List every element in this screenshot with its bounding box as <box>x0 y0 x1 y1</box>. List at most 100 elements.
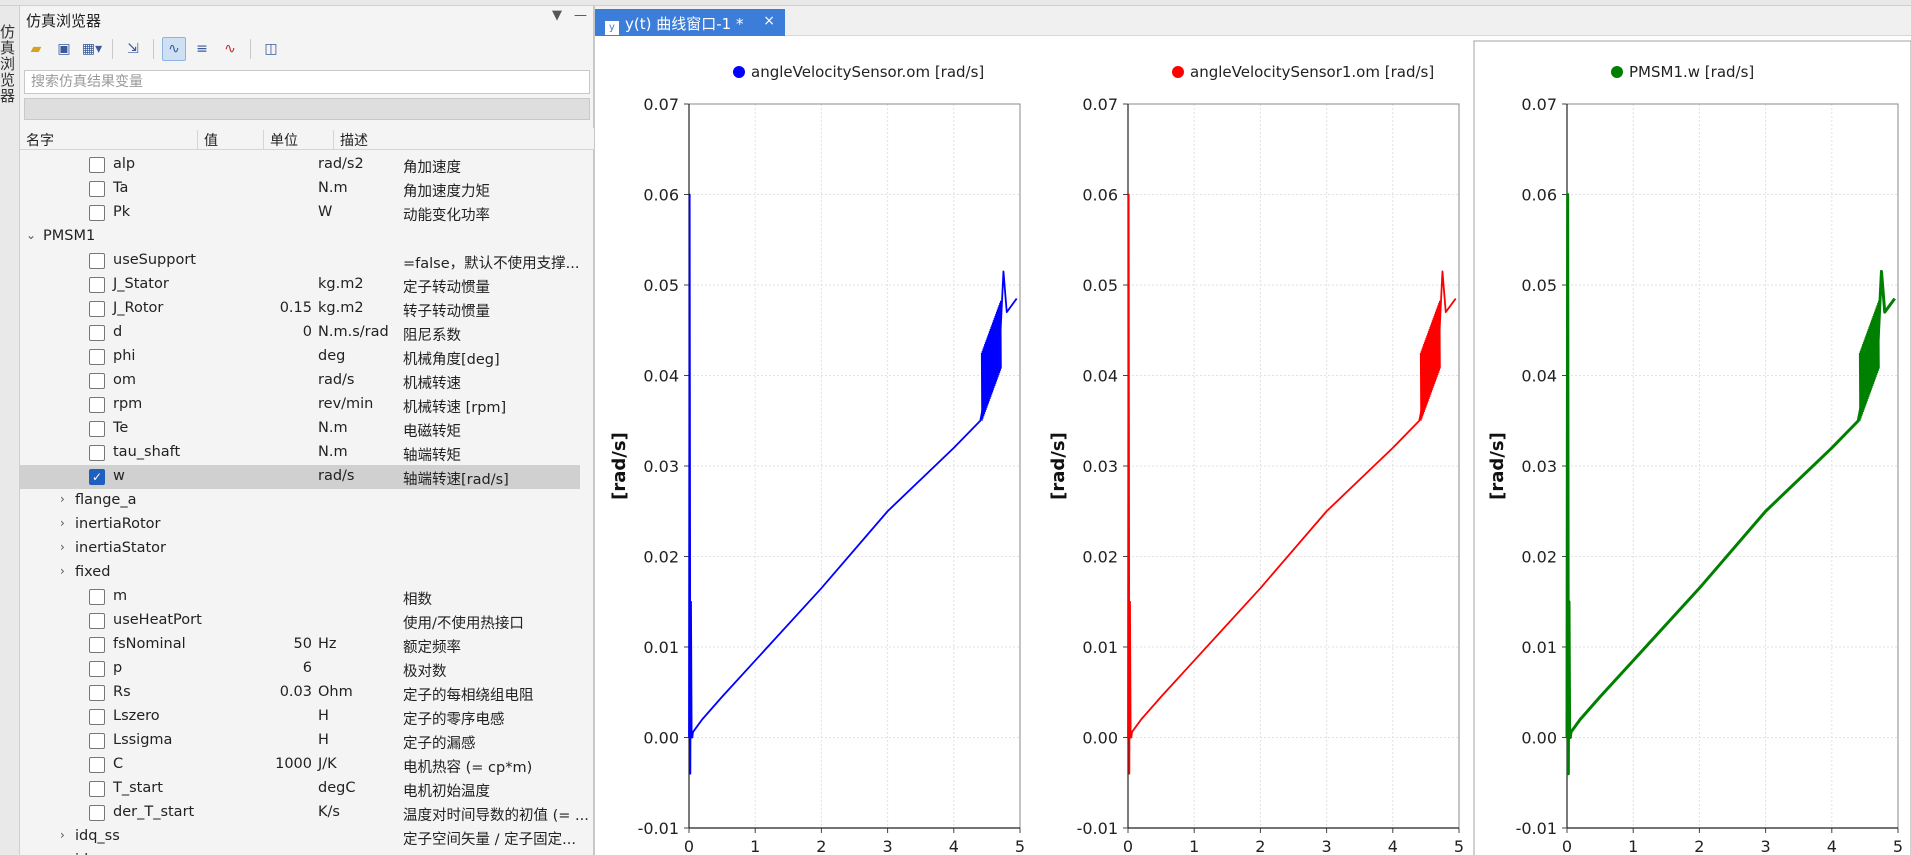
tree-row-useheatport[interactable]: useHeatPort 使用/不使用热接口 <box>20 609 580 633</box>
tree-row-j-stator[interactable]: J_Stator kg.m2 定子转动惯量 <box>20 273 580 297</box>
tree-row-flange-a[interactable]: › flange_a <box>20 489 580 513</box>
tree-row-m[interactable]: m 相数 <box>20 585 580 609</box>
tree-row-inertiarotor[interactable]: › inertiaRotor <box>20 513 580 537</box>
tree-row-rs[interactable]: Rs 0.03 Ohm 定子的每相绕组电阻 <box>20 681 580 705</box>
y-tick-label: 0.02 <box>1082 548 1118 567</box>
tree-row-te[interactable]: Te N.m 电磁转矩 <box>20 417 580 441</box>
side-tab-simulation-browser[interactable]: 仿真浏览器 <box>0 6 20 855</box>
variable-name: w <box>113 468 125 484</box>
variable-checkbox[interactable] <box>89 709 105 725</box>
plot-curve-icon[interactable]: ∿ <box>162 37 186 61</box>
variable-checkbox[interactable] <box>89 253 105 269</box>
tree-row-w[interactable]: ✓ w rad/s 轴端转速[rad/s] <box>20 465 580 489</box>
tree-row-der-t-start[interactable]: der_T_start K/s 温度对时间导数的初值 (= ... <box>20 801 589 825</box>
variable-description: 机械转速 [rpm] <box>403 400 507 416</box>
variable-name: Lssigma <box>113 732 173 748</box>
chevron-right-icon[interactable]: › <box>60 516 65 530</box>
variable-checkbox[interactable] <box>89 685 105 701</box>
variable-checkbox[interactable] <box>89 181 105 197</box>
variable-checkbox[interactable] <box>89 325 105 341</box>
variable-description: 定子的零序电感 <box>403 712 505 728</box>
tree-row-ta[interactable]: Ta N.m 角加速度力矩 <box>20 177 580 201</box>
tree-row-t-start[interactable]: T_start degC 电机初始温度 <box>20 777 580 801</box>
chart-title: angleVelocitySensor.om [rad/s] <box>751 63 984 81</box>
column-header-value[interactable]: 值 <box>198 130 264 150</box>
window-layout-icon[interactable]: ◫ <box>264 41 278 57</box>
tree-row-fixed[interactable]: › fixed <box>20 561 580 585</box>
variable-checkbox[interactable] <box>89 637 105 653</box>
y-tick-label: 0.05 <box>1082 276 1118 295</box>
tree-row-phi[interactable]: phi deg 机械角度[deg] <box>20 345 580 369</box>
tree-row-inertiastator[interactable]: › inertiaStator <box>20 537 580 561</box>
variable-checkbox[interactable] <box>89 805 105 821</box>
x-tick-label: 5 <box>1015 837 1025 855</box>
simulation-browser-panel: 仿真浏览器 ▼— ▰ ▣ ▦▾ ⇲ ∿ ≡ ∿ ◫ 名字 值 单位 描述 alp… <box>20 6 605 855</box>
chevron-right-icon[interactable]: › <box>60 564 65 578</box>
panel-menu-icon[interactable]: ▼ <box>552 8 562 23</box>
column-header-description[interactable]: 描述 <box>340 133 368 149</box>
chevron-right-icon[interactable]: › <box>60 828 65 842</box>
series-line <box>1127 193 1457 775</box>
tree-row-pmsm1[interactable]: ⌄ PMSM1 <box>20 225 580 249</box>
column-header-name[interactable]: 名字 <box>20 130 198 150</box>
variable-checkbox[interactable] <box>89 757 105 773</box>
plot-list-icon[interactable]: ≡ <box>196 41 208 57</box>
tree-row-lssigma[interactable]: Lssigma H 定子的漏感 <box>20 729 580 753</box>
variable-checkbox[interactable] <box>89 661 105 677</box>
plot-parametric-icon[interactable]: ∿ <box>224 41 236 57</box>
close-tab-icon[interactable]: × <box>763 13 775 29</box>
import-plot-icon[interactable]: ⇲ <box>127 41 139 57</box>
tree-row-rpm[interactable]: rpm rev/min 机械转速 [rpm] <box>20 393 580 417</box>
y-tick-label: 0.01 <box>1521 638 1557 657</box>
tree-row-om[interactable]: om rad/s 机械转速 <box>20 369 580 393</box>
x-tick-label: 2 <box>816 837 826 855</box>
tree-row-p[interactable]: p 6 极对数 <box>20 657 580 681</box>
x-tick-label: 5 <box>1893 837 1903 855</box>
variable-checkbox[interactable] <box>89 301 105 317</box>
tree-row-c[interactable]: C 1000 J/K 电机热容 (= cp*m) <box>20 753 580 777</box>
variable-unit: rad/s <box>318 468 355 484</box>
tab-plot-window-1[interactable]: y y(t) 曲线窗口-1 * × <box>595 9 785 36</box>
variable-checkbox[interactable] <box>89 781 105 797</box>
variable-value: 0 <box>302 324 312 340</box>
variable-checkbox[interactable] <box>89 613 105 629</box>
variable-checkbox[interactable] <box>89 421 105 437</box>
variable-checkbox[interactable] <box>89 373 105 389</box>
variable-checkbox[interactable]: ✓ <box>89 469 105 485</box>
variable-checkbox[interactable] <box>89 157 105 173</box>
tree-row-lszero[interactable]: Lszero H 定子的零序电感 <box>20 705 580 729</box>
y-tick-label: 0.07 <box>643 95 679 114</box>
tree-row-pk[interactable]: Pk W 动能变化功率 <box>20 201 580 225</box>
variable-checkbox[interactable] <box>89 589 105 605</box>
tree-row-idq-sr[interactable]: ›idq_sr定子空间矢量 / 转子固定... <box>20 849 580 855</box>
export-table-icon[interactable]: ▦▾ <box>81 41 103 57</box>
panel-minimize-icon[interactable]: — <box>574 8 587 23</box>
variable-name: idq_ss <box>75 828 120 844</box>
variable-checkbox[interactable] <box>89 277 105 293</box>
variable-checkbox[interactable] <box>89 205 105 221</box>
chevron-right-icon[interactable]: › <box>60 540 65 554</box>
variable-checkbox[interactable] <box>89 397 105 413</box>
tree-row-j-rotor[interactable]: J_Rotor 0.15 kg.m2 转子转动惯量 <box>20 297 580 321</box>
search-variables-input[interactable] <box>24 70 590 94</box>
chevron-right-icon[interactable]: › <box>60 852 65 855</box>
y-tick-label: 0.03 <box>1082 457 1118 476</box>
tree-row-usesupport[interactable]: useSupport =false，默认不使用支撑... <box>20 249 580 273</box>
variable-name: T_start <box>113 780 163 796</box>
column-header-unit[interactable]: 单位 <box>264 130 334 150</box>
variable-checkbox[interactable] <box>89 445 105 461</box>
y-axis-label: [rad/s] <box>609 432 630 500</box>
variable-checkbox[interactable] <box>89 733 105 749</box>
tree-row-fsnominal[interactable]: fsNominal 50 Hz 额定频率 <box>20 633 580 657</box>
chevron-right-icon[interactable]: › <box>60 492 65 506</box>
variable-name: fsNominal <box>113 636 186 652</box>
open-folder-icon[interactable]: ▰ <box>30 41 42 57</box>
save-icon[interactable]: ▣ <box>57 41 71 57</box>
chevron-down-icon[interactable]: ⌄ <box>26 228 37 242</box>
x-tick-label: 4 <box>1388 837 1398 855</box>
tree-row-d[interactable]: d 0 N.m.s/rad 阻尼系数 <box>20 321 580 345</box>
variable-checkbox[interactable] <box>89 349 105 365</box>
tree-row-tau-shaft[interactable]: tau_shaft N.m 轴端转矩 <box>20 441 580 465</box>
tree-row-alp[interactable]: alp rad/s2 角加速度 <box>20 153 580 177</box>
tree-row-idq-ss[interactable]: › idq_ss 定子空间矢量 / 定子固定... <box>20 825 580 849</box>
